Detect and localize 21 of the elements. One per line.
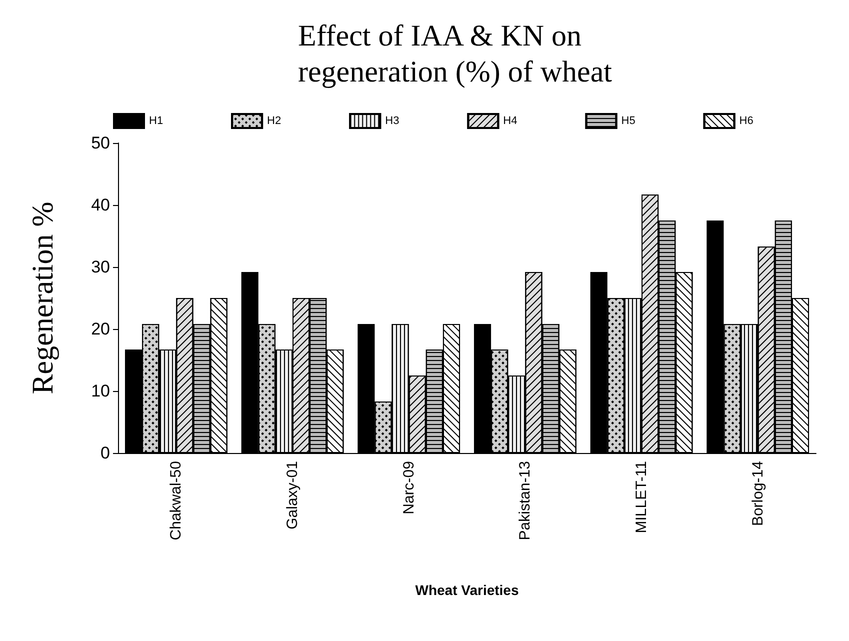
legend-label: H3 <box>385 115 400 127</box>
x-tick-label: Pakistan-13 <box>516 461 534 540</box>
legend-label: H1 <box>149 115 164 127</box>
x-tick-label: Borlog-14 <box>749 461 766 526</box>
y-tick-label: 0 <box>100 444 110 462</box>
x-tick-label: Galaxy-01 <box>284 461 301 530</box>
legend-label: H6 <box>739 115 754 127</box>
y-axis-title: Regeneration % <box>26 202 60 394</box>
y-tick-label: 30 <box>91 258 110 276</box>
y-tick-label: 10 <box>91 382 110 400</box>
x-tick-label: MILLET-11 <box>633 461 650 534</box>
x-axis-title: Wheat Varieties <box>415 582 519 598</box>
y-tick-label: 20 <box>91 320 110 338</box>
x-tick-label: Chakwal-50 <box>168 461 185 540</box>
chart-title: Effect of IAA & KN on regeneration (%) of wheat <box>298 20 613 88</box>
y-tick-label: 50 <box>91 134 110 152</box>
legend-label: H2 <box>267 115 282 127</box>
legend-label: H4 <box>503 115 518 127</box>
legend-label: H5 <box>621 115 636 127</box>
y-tick-label: 40 <box>91 196 110 214</box>
x-tick-label: Narc-09 <box>400 461 418 514</box>
